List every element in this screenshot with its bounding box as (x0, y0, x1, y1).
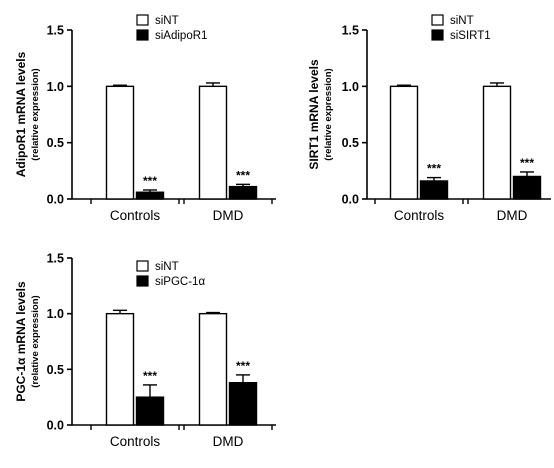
y-axis-label: PGC-1α mRNA levels (14, 281, 28, 402)
y-tick-label: 0.5 (47, 363, 64, 377)
legend-label: siAdipoR1 (155, 30, 207, 42)
x-category-label: Controls (110, 208, 161, 223)
x-category-label: Controls (110, 434, 161, 449)
legend-label: siPGC-1α (155, 276, 205, 288)
legend-swatch (136, 14, 149, 26)
y-axis-label: SIRT1 mRNA levels (307, 59, 321, 170)
bar (198, 312, 228, 426)
bar (228, 381, 258, 426)
legend-swatch (136, 260, 149, 272)
legend-label: siNT (155, 15, 179, 27)
bar (105, 85, 135, 200)
significance-label: *** (143, 174, 157, 188)
bar (512, 175, 542, 200)
y-tick-label: 0.0 (342, 193, 359, 207)
y-tick-label: 1.0 (47, 80, 64, 94)
chart-panel-1: 0.0 0.5 1.0 1.5 Controls DMD *** *** siNT siAdipo… (14, 14, 276, 223)
y-tick-label: 0.0 (47, 193, 64, 207)
legend-swatch (431, 29, 444, 41)
y-axis-sublabel: (relative expression) (30, 295, 41, 387)
legend-label: siNT (450, 15, 474, 27)
y-axis-sublabel: (relative expression) (323, 68, 334, 160)
legend-swatch (136, 275, 149, 287)
bar (105, 312, 135, 426)
x-category-label: DMD (213, 434, 244, 449)
y-tick-label: 0.5 (342, 136, 359, 150)
y-tick-label: 0.5 (47, 136, 64, 150)
y-axis-label: AdipoR1 mRNA levels (14, 51, 28, 177)
y-tick-label: 1.0 (342, 80, 359, 94)
bar (419, 180, 449, 200)
bar (198, 85, 228, 200)
legend-label: siSIRT1 (450, 30, 491, 42)
x-category-label: DMD (497, 208, 528, 223)
significance-label: *** (427, 162, 441, 176)
bar (482, 85, 512, 200)
legend-swatch (431, 14, 444, 26)
significance-label: *** (143, 369, 157, 383)
significance-label: *** (520, 156, 534, 170)
y-axis-sublabel: (relative expression) (30, 68, 41, 160)
significance-label: *** (236, 359, 250, 373)
bar (135, 191, 165, 200)
y-tick-label: 0.0 (47, 419, 64, 433)
legend-swatch (136, 29, 149, 41)
bar (135, 396, 165, 426)
chart-panel-3: 0.0 0.5 1.0 1.5 Controls DMD *** *** siNT siPGC-1… (14, 252, 276, 449)
y-tick-label: 1.5 (47, 252, 64, 266)
y-tick-label: 1.0 (47, 307, 64, 321)
bar (228, 185, 258, 200)
significance-label: *** (236, 168, 250, 182)
y-tick-label: 1.5 (47, 24, 64, 38)
legend-label: siNT (155, 261, 179, 273)
chart-panel-2: 0.0 0.5 1.0 1.5 Controls DMD *** *** siNT siSIRT1… (307, 14, 551, 223)
x-category-label: Controls (394, 208, 445, 223)
y-tick-label: 1.5 (342, 24, 359, 38)
x-category-label: DMD (213, 208, 244, 223)
bar (389, 85, 419, 200)
